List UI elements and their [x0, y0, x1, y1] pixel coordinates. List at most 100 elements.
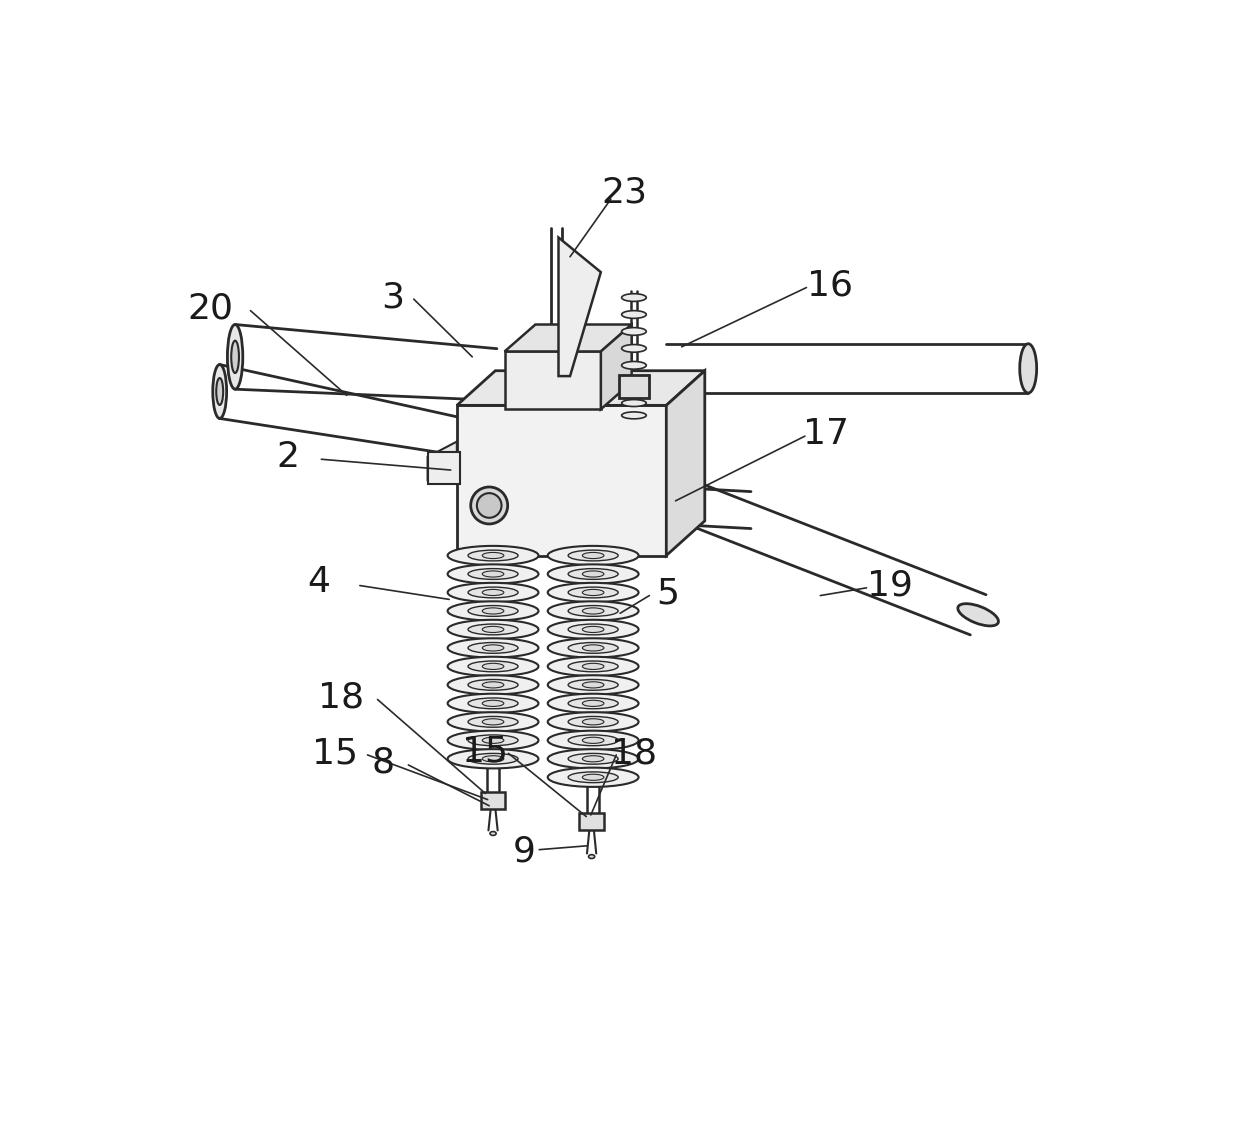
Ellipse shape	[568, 698, 619, 709]
Ellipse shape	[448, 638, 538, 657]
Text: 15: 15	[463, 735, 508, 768]
Ellipse shape	[568, 679, 619, 690]
Text: 18: 18	[319, 681, 365, 714]
Text: 16: 16	[806, 268, 853, 302]
Ellipse shape	[482, 608, 503, 614]
Ellipse shape	[568, 606, 619, 616]
Ellipse shape	[482, 645, 503, 652]
Text: 5: 5	[656, 576, 680, 610]
Text: 17: 17	[804, 417, 849, 451]
Ellipse shape	[583, 756, 604, 761]
Bar	[428, 451, 460, 484]
Ellipse shape	[467, 661, 518, 672]
Ellipse shape	[1019, 344, 1037, 393]
Ellipse shape	[548, 583, 639, 602]
Text: 8: 8	[371, 745, 394, 780]
Ellipse shape	[583, 645, 604, 652]
Ellipse shape	[467, 606, 518, 616]
Polygon shape	[456, 371, 704, 405]
Ellipse shape	[621, 362, 646, 369]
Ellipse shape	[482, 756, 503, 761]
Ellipse shape	[482, 626, 503, 632]
Ellipse shape	[227, 324, 243, 389]
Ellipse shape	[583, 663, 604, 670]
Ellipse shape	[568, 753, 619, 764]
Ellipse shape	[448, 619, 538, 639]
Polygon shape	[428, 442, 456, 480]
Bar	[619, 374, 650, 397]
Ellipse shape	[467, 587, 518, 598]
Ellipse shape	[448, 694, 538, 713]
Ellipse shape	[621, 310, 646, 318]
Ellipse shape	[548, 638, 639, 657]
Ellipse shape	[621, 412, 646, 419]
Ellipse shape	[448, 601, 538, 621]
Bar	[456, 405, 666, 555]
Ellipse shape	[583, 626, 604, 632]
Ellipse shape	[467, 698, 518, 709]
Ellipse shape	[548, 676, 639, 695]
Ellipse shape	[568, 642, 619, 654]
Polygon shape	[666, 371, 704, 555]
Ellipse shape	[548, 712, 639, 732]
Ellipse shape	[548, 564, 639, 584]
Ellipse shape	[482, 571, 503, 577]
Ellipse shape	[583, 571, 604, 577]
Ellipse shape	[482, 663, 503, 670]
Ellipse shape	[448, 546, 538, 566]
Ellipse shape	[448, 583, 538, 602]
Ellipse shape	[467, 550, 518, 561]
Ellipse shape	[213, 364, 227, 418]
Ellipse shape	[482, 552, 503, 559]
Ellipse shape	[621, 345, 646, 353]
Ellipse shape	[467, 679, 518, 690]
Text: 3: 3	[382, 281, 404, 315]
Ellipse shape	[467, 624, 518, 634]
Ellipse shape	[231, 341, 239, 373]
Ellipse shape	[568, 717, 619, 727]
Ellipse shape	[568, 569, 619, 579]
Polygon shape	[601, 324, 631, 409]
Ellipse shape	[568, 661, 619, 672]
Ellipse shape	[957, 603, 998, 626]
Ellipse shape	[448, 676, 538, 695]
Ellipse shape	[583, 774, 604, 781]
Ellipse shape	[583, 719, 604, 725]
Text: 2: 2	[277, 440, 299, 474]
Ellipse shape	[467, 717, 518, 727]
Ellipse shape	[448, 712, 538, 732]
Ellipse shape	[467, 735, 518, 745]
Ellipse shape	[583, 737, 604, 743]
Polygon shape	[505, 324, 631, 352]
Ellipse shape	[471, 487, 507, 524]
Polygon shape	[558, 237, 601, 376]
Ellipse shape	[482, 590, 503, 595]
Ellipse shape	[448, 749, 538, 768]
Ellipse shape	[548, 731, 639, 750]
Ellipse shape	[477, 493, 501, 518]
Ellipse shape	[548, 694, 639, 713]
Ellipse shape	[589, 854, 595, 859]
Ellipse shape	[568, 550, 619, 561]
Text: 20: 20	[187, 291, 233, 325]
Text: 15: 15	[312, 736, 358, 771]
Ellipse shape	[467, 753, 518, 764]
Text: 18: 18	[611, 736, 657, 771]
Ellipse shape	[583, 681, 604, 688]
Text: 4: 4	[306, 566, 330, 600]
Ellipse shape	[583, 701, 604, 706]
Ellipse shape	[448, 657, 538, 676]
Ellipse shape	[568, 624, 619, 634]
Text: 23: 23	[601, 176, 647, 210]
Ellipse shape	[548, 601, 639, 621]
Ellipse shape	[467, 642, 518, 654]
Ellipse shape	[548, 749, 639, 768]
Ellipse shape	[568, 735, 619, 745]
Ellipse shape	[482, 701, 503, 706]
Text: 9: 9	[512, 835, 536, 869]
Ellipse shape	[621, 294, 646, 301]
Ellipse shape	[467, 569, 518, 579]
Bar	[481, 792, 506, 808]
Ellipse shape	[482, 737, 503, 743]
Ellipse shape	[621, 400, 646, 406]
